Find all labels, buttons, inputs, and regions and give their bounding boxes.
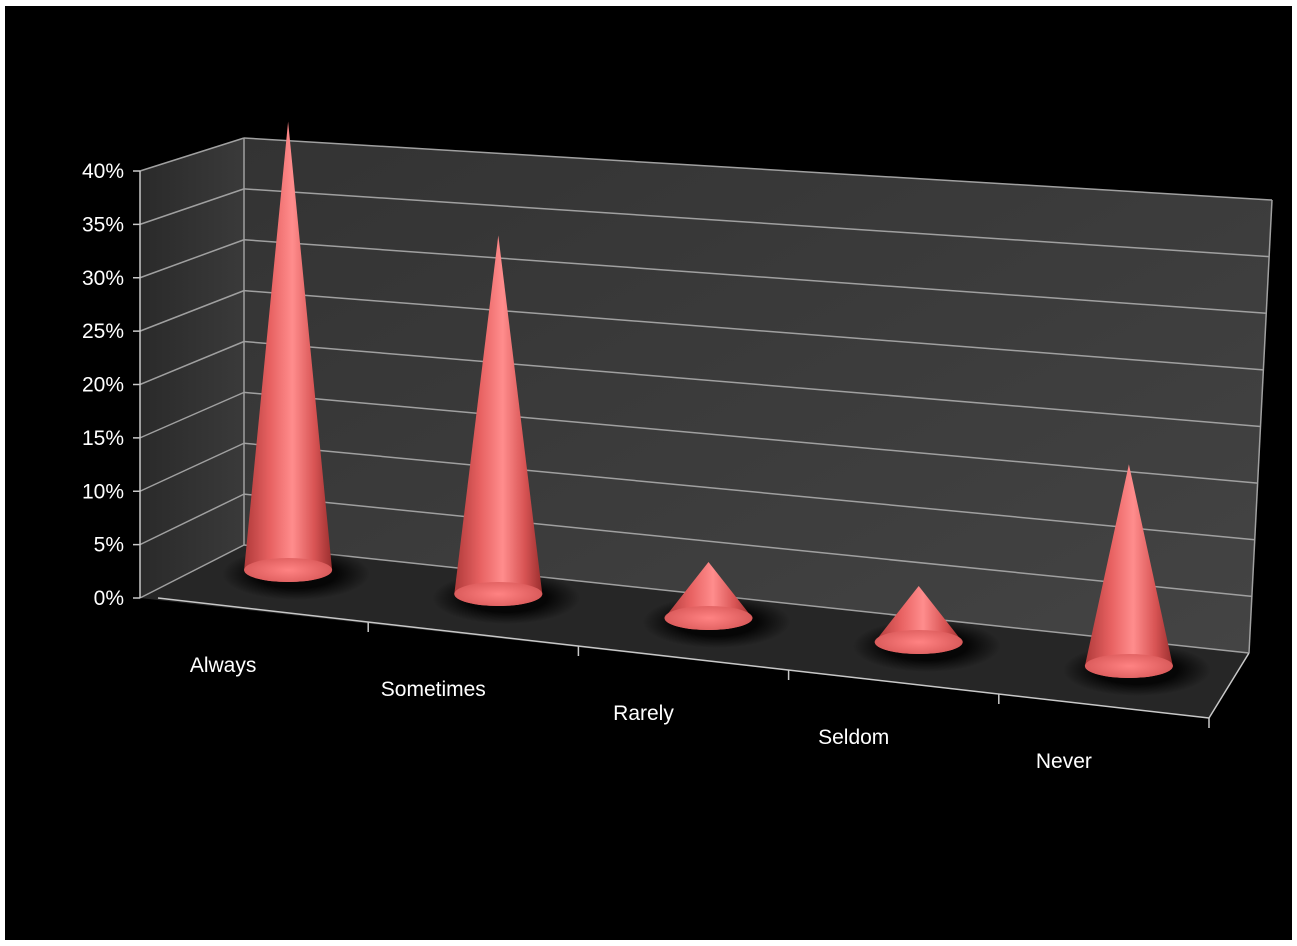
y-tick-label: 40%	[82, 160, 124, 183]
y-tick-label: 0%	[94, 587, 124, 610]
side-gridline	[139, 340, 245, 386]
y-tick-label: 25%	[82, 320, 124, 343]
cone-always	[222, 121, 371, 600]
cones	[222, 121, 1211, 696]
back-gridline	[243, 239, 1267, 314]
x-axis-line	[157, 597, 1210, 719]
cone-base	[1084, 654, 1173, 678]
y-tick-labels: 0% 5% 10% 15% 20% 25% 30% 35% 40%	[82, 160, 124, 610]
cone-base	[664, 606, 753, 630]
back-gridline	[243, 137, 1273, 201]
category-label: Seldom	[818, 726, 889, 749]
side-gridline	[139, 137, 245, 172]
cone-base	[244, 558, 333, 582]
cone-base	[874, 630, 963, 654]
cone-base	[454, 582, 543, 606]
side-gridline	[139, 493, 245, 546]
y-tick-label: 30%	[82, 267, 124, 290]
side-gridline	[139, 188, 245, 226]
axes	[133, 138, 1273, 728]
side-gridline	[139, 391, 245, 439]
back-gridline	[243, 289, 1264, 371]
back-right-edge	[1248, 199, 1273, 654]
back-gridline	[243, 391, 1258, 484]
category-label: Sometimes	[381, 678, 486, 701]
cone-never	[1062, 464, 1211, 696]
cone-body	[244, 121, 333, 583]
back-gridline	[243, 340, 1261, 428]
floor-right-edge	[1208, 652, 1250, 719]
back-gridline	[243, 188, 1270, 258]
cone-seldom	[852, 585, 1001, 672]
cone-sometimes	[432, 235, 581, 624]
side-gridline	[139, 289, 245, 332]
cone-body	[1084, 464, 1173, 678]
category-label: Rarely	[613, 702, 674, 725]
y-tick-label: 20%	[82, 374, 124, 397]
category-label: Never	[1036, 750, 1092, 773]
y-tick-label: 10%	[82, 480, 124, 503]
gridlines	[139, 137, 1273, 654]
side-gridline	[139, 239, 245, 279]
back-gridline	[243, 442, 1255, 541]
side-gridline	[139, 442, 245, 492]
y-tick-label: 35%	[82, 213, 124, 236]
y-tick-label: 5%	[94, 534, 124, 557]
side-gridline	[139, 544, 245, 599]
back-gridline	[243, 493, 1252, 598]
category-label: Always	[190, 654, 257, 677]
side-wall	[140, 138, 244, 598]
cone-body	[454, 235, 543, 606]
y-tick-label: 15%	[82, 427, 124, 450]
category-labels: Always Sometimes Rarely Seldom Never	[190, 654, 1092, 773]
cone-rarely	[642, 561, 791, 648]
